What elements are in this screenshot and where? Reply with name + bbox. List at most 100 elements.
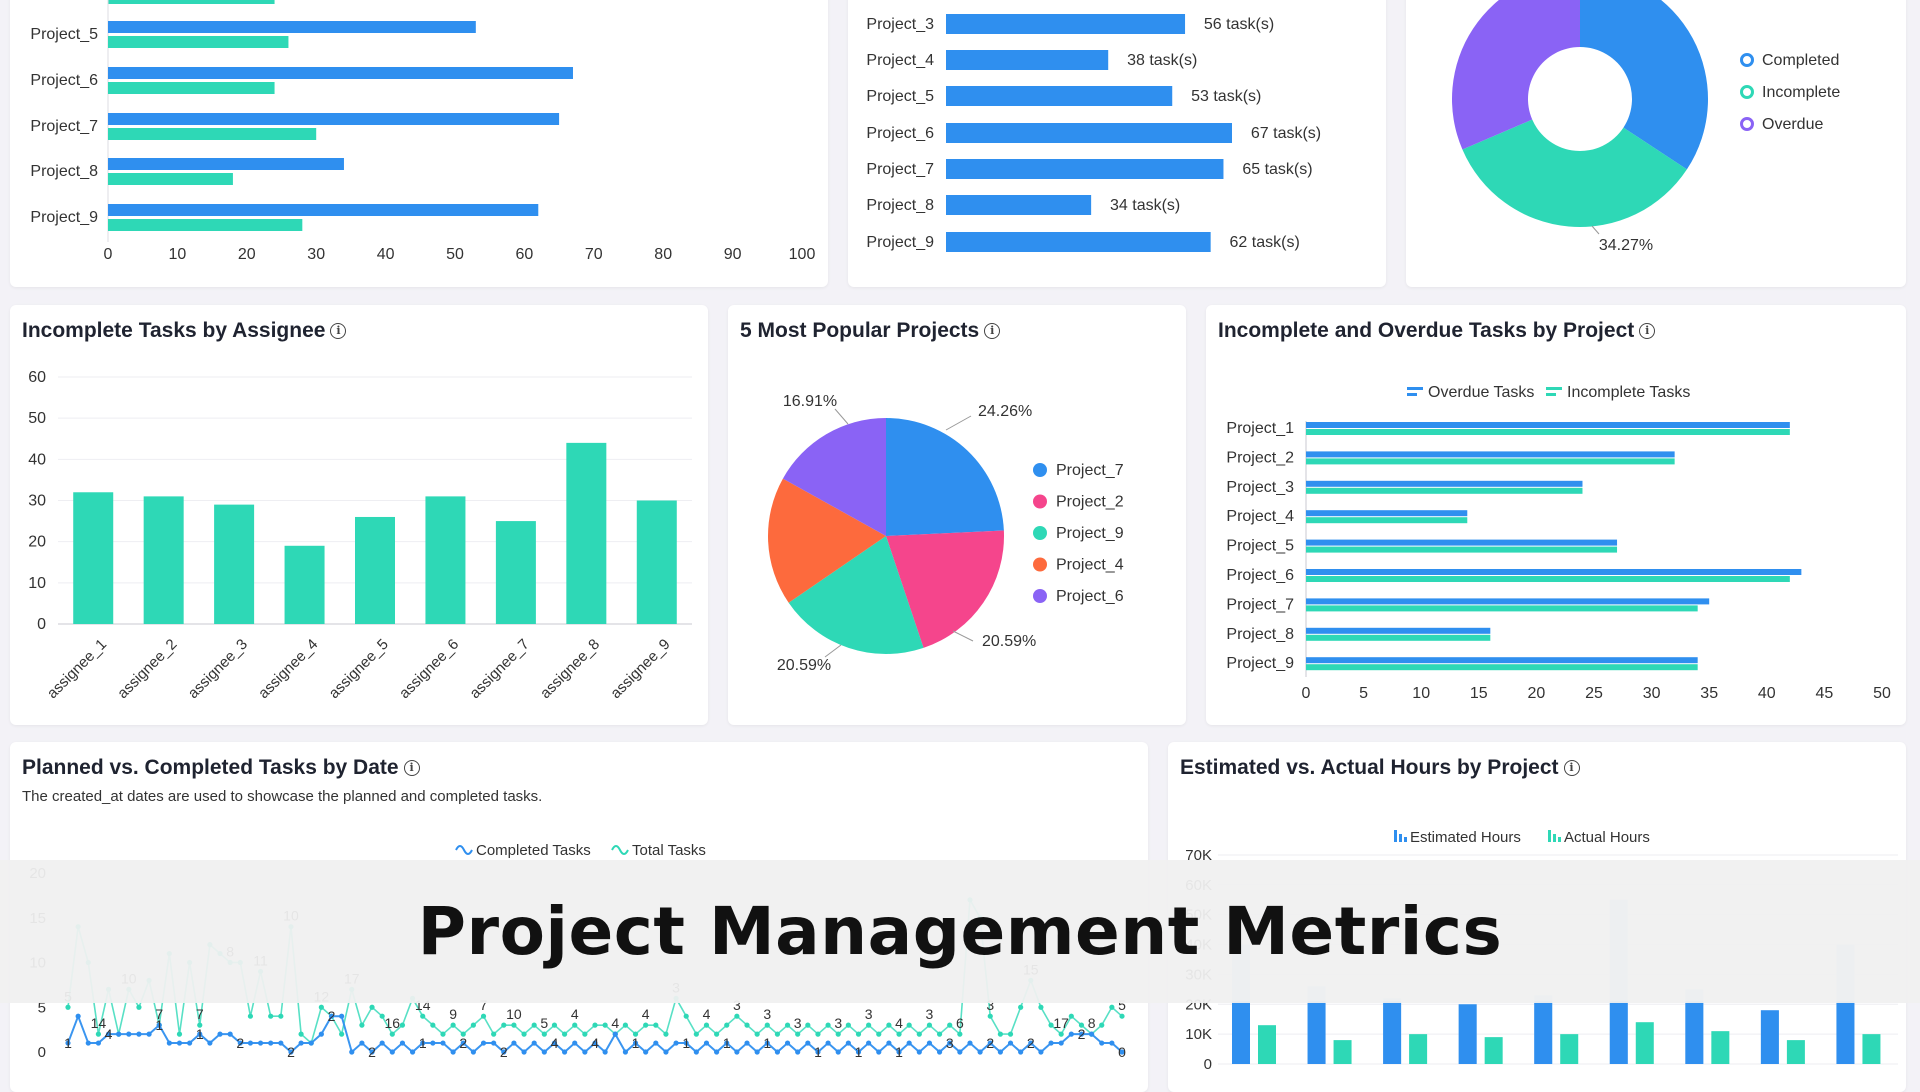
- data-point: [1119, 1049, 1125, 1055]
- bar: [108, 219, 303, 231]
- bar: [1306, 664, 1698, 671]
- point-label: 1: [632, 1035, 640, 1051]
- legend-label: Incomplete: [1762, 84, 1840, 101]
- point-label: 2: [459, 1035, 467, 1051]
- tick-label: 50: [446, 246, 464, 263]
- data-point: [855, 1049, 862, 1055]
- legend-label: Total Tasks: [632, 842, 706, 859]
- bar: [1383, 1001, 1402, 1064]
- data-point: [602, 1022, 608, 1028]
- bar: [1609, 1001, 1628, 1064]
- legend-label: Overdue Tasks: [1428, 384, 1534, 401]
- pie-slice: [886, 530, 1004, 648]
- info-icon[interactable]: i: [330, 323, 347, 339]
- bar: [143, 496, 184, 624]
- legend-marker: [1740, 117, 1754, 131]
- data-point: [653, 1022, 659, 1028]
- label-leader: [945, 415, 972, 431]
- data-point: [369, 1049, 375, 1055]
- legend-marker: [455, 845, 473, 855]
- data-point: [653, 1040, 659, 1046]
- data-point: [460, 1040, 466, 1046]
- tick-label: 90: [724, 246, 742, 263]
- card-subtitle: The created_at dates are used to showcas…: [22, 788, 543, 805]
- info-icon[interactable]: i: [403, 760, 420, 776]
- legend-label: Overdue: [1762, 116, 1823, 133]
- point-label: 2: [500, 1044, 508, 1060]
- legend-marker: [1033, 526, 1047, 540]
- tick-label: 20: [238, 246, 256, 263]
- point-label: 4: [551, 1035, 559, 1051]
- donut-slice: [1462, 119, 1687, 228]
- data-point: [936, 1049, 943, 1055]
- data-point: [65, 1004, 71, 1010]
- data-point: [511, 1040, 517, 1046]
- point-label: 16: [385, 1015, 401, 1031]
- point-label: 4: [611, 1015, 619, 1031]
- legend-marker: [1404, 837, 1407, 842]
- data-point: [1078, 1022, 1085, 1028]
- data-point: [926, 1022, 933, 1028]
- bar: [1306, 510, 1468, 517]
- data-point: [714, 1031, 720, 1037]
- point-label: 1: [723, 1035, 731, 1051]
- data-point: [359, 1022, 365, 1028]
- data-point: [1007, 1040, 1014, 1046]
- point-label: 7: [196, 1006, 204, 1022]
- bar: [1333, 1040, 1352, 1064]
- point-label: 2: [1027, 1035, 1035, 1051]
- point-label: 3: [763, 1006, 771, 1022]
- data-point: [1058, 1031, 1064, 1037]
- category-label: Project_3: [866, 16, 934, 33]
- data-point: [572, 1040, 578, 1046]
- data-point: [835, 1031, 841, 1037]
- data-point: [95, 1031, 102, 1037]
- data-point: [1018, 1049, 1024, 1055]
- bar: [214, 504, 255, 624]
- category-label: Project_1: [1226, 420, 1294, 437]
- tick-label: 0: [1302, 685, 1311, 702]
- tick-label: 60: [516, 246, 534, 263]
- data-point: [886, 1022, 892, 1028]
- data-point: [278, 1040, 284, 1046]
- point-label: 8: [1088, 1015, 1096, 1031]
- point-label: 3: [794, 1015, 802, 1031]
- data-point: [227, 1031, 233, 1037]
- legend-marker: [1546, 393, 1556, 396]
- bar: [1258, 1025, 1276, 1064]
- tick-label: 40: [28, 451, 46, 468]
- category-label: Project_9: [866, 234, 934, 251]
- category-label: assignee_5: [326, 636, 392, 702]
- bar: [1409, 1034, 1428, 1064]
- bar: [1232, 1001, 1250, 1064]
- card-title: 5 Most Popular Projects i: [740, 319, 1001, 343]
- point-label: 2: [328, 1008, 336, 1024]
- data-point: [703, 1022, 710, 1028]
- label-leader: [824, 644, 842, 658]
- info-icon[interactable]: i: [984, 323, 1001, 339]
- data-point: [663, 1031, 669, 1037]
- card-title: Planned vs. Completed Tasks by Date i: [22, 756, 420, 780]
- data-point: [673, 1040, 679, 1046]
- point-label: 4: [105, 1026, 113, 1042]
- category-label: Project_7: [30, 118, 98, 135]
- bar: [1760, 1010, 1779, 1064]
- info-icon[interactable]: i: [1563, 760, 1580, 776]
- point-label: 7: [155, 1006, 163, 1022]
- data-point: [65, 1040, 71, 1046]
- bar: [108, 158, 344, 170]
- tick-label: 45: [1816, 685, 1834, 702]
- data-point: [1068, 1013, 1074, 1019]
- data-point: [896, 1031, 902, 1037]
- category-label: Project_8: [866, 197, 934, 214]
- info-icon[interactable]: i: [1639, 323, 1656, 339]
- tick-label: 40: [1758, 685, 1776, 702]
- legend-label: Project_2: [1056, 494, 1124, 511]
- bar: [1306, 546, 1618, 553]
- data-point: [1007, 1031, 1014, 1037]
- data-point: [247, 1013, 254, 1019]
- data-point: [764, 1040, 770, 1046]
- category-label: assignee_8: [537, 636, 603, 702]
- bar: [108, 36, 289, 48]
